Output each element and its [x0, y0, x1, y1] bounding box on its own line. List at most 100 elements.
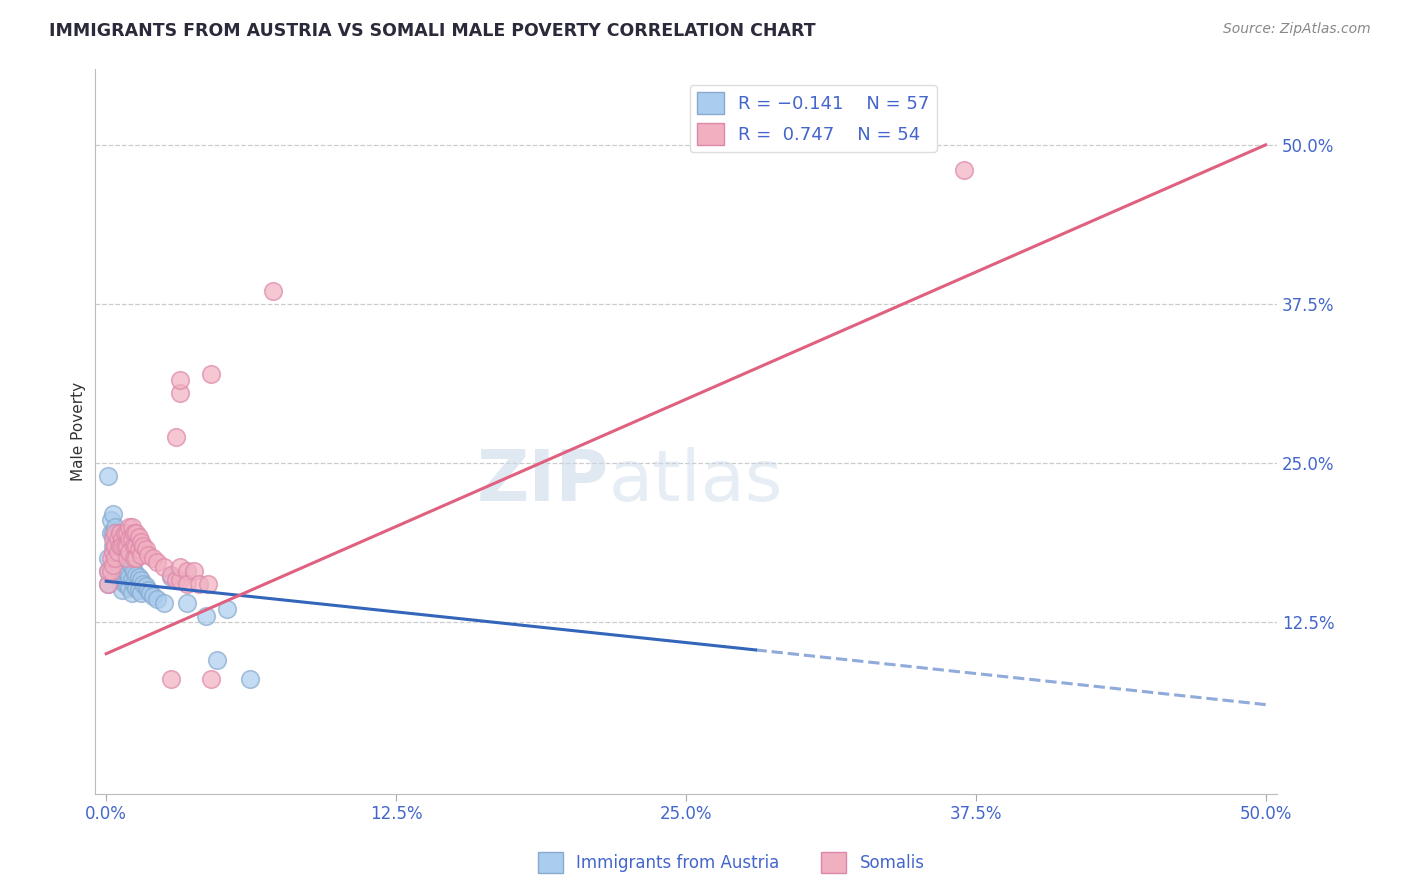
Point	[160, 567, 183, 582]
Legend: R = −0.141    N = 57, R =  0.747    N = 54: R = −0.141 N = 57, R = 0.747 N = 54	[690, 85, 936, 153]
Point	[169, 386, 191, 401]
Point	[215, 602, 238, 616]
Point	[111, 539, 134, 553]
Point	[125, 551, 148, 566]
Point	[125, 567, 148, 582]
Point	[139, 585, 162, 599]
Point	[104, 525, 127, 540]
Point	[108, 525, 131, 540]
Point	[169, 573, 191, 587]
Point	[187, 576, 209, 591]
Point	[108, 545, 131, 559]
Point	[114, 564, 136, 578]
Point	[115, 525, 138, 540]
Y-axis label: Male Poverty: Male Poverty	[72, 382, 86, 481]
Point	[122, 551, 145, 566]
Point	[104, 551, 127, 566]
Legend: Immigrants from Austria, Somalis: Immigrants from Austria, Somalis	[531, 846, 931, 880]
Point	[135, 542, 157, 557]
Point	[129, 534, 152, 549]
Point	[141, 590, 163, 604]
Point	[118, 581, 141, 595]
Point	[111, 583, 134, 598]
Point	[122, 525, 145, 540]
Point	[100, 513, 122, 527]
Point	[122, 576, 145, 591]
Point	[104, 519, 127, 533]
Point	[118, 519, 141, 533]
Point	[97, 576, 120, 591]
Point	[115, 551, 138, 566]
Point	[115, 539, 138, 553]
Point	[129, 573, 152, 587]
Point	[114, 576, 136, 591]
Point	[953, 163, 976, 178]
Point	[111, 570, 134, 584]
Point	[104, 539, 127, 553]
Point	[118, 555, 141, 569]
Point	[132, 576, 155, 591]
Point	[100, 564, 122, 578]
Point	[176, 576, 198, 591]
Point	[114, 548, 136, 562]
Point	[122, 539, 145, 553]
Point	[125, 581, 148, 595]
Text: Source: ZipAtlas.com: Source: ZipAtlas.com	[1223, 22, 1371, 37]
Point	[100, 525, 122, 540]
Point	[100, 551, 122, 566]
Point	[128, 583, 150, 598]
Point	[121, 533, 143, 547]
Point	[125, 539, 148, 553]
Point	[136, 548, 159, 562]
Point	[118, 545, 141, 559]
Point	[101, 533, 124, 547]
Point	[114, 539, 136, 553]
Point	[125, 525, 148, 540]
Point	[97, 564, 120, 578]
Point	[111, 558, 134, 572]
Point	[115, 576, 138, 591]
Point	[107, 539, 129, 553]
Point	[169, 560, 191, 574]
Point	[153, 560, 176, 574]
Text: ZIP: ZIP	[477, 448, 609, 516]
Point	[107, 551, 129, 566]
Point	[239, 672, 262, 686]
Point	[200, 367, 222, 381]
Point	[101, 507, 124, 521]
Point	[153, 596, 176, 610]
Point	[128, 542, 150, 557]
Point	[132, 539, 155, 553]
Point	[176, 596, 198, 610]
Point	[129, 548, 152, 562]
Point	[111, 539, 134, 553]
Point	[141, 551, 163, 566]
Point	[183, 564, 205, 578]
Point	[101, 525, 124, 540]
Point	[107, 525, 129, 540]
Point	[118, 570, 141, 584]
Point	[129, 585, 152, 599]
Point	[121, 519, 143, 533]
Point	[115, 551, 138, 566]
Point	[121, 573, 143, 587]
Point	[108, 573, 131, 587]
Point	[165, 573, 187, 587]
Point	[262, 284, 284, 298]
Point	[128, 570, 150, 584]
Point	[107, 545, 129, 559]
Point	[101, 545, 124, 559]
Point	[200, 672, 222, 686]
Point	[165, 430, 187, 444]
Text: IMMIGRANTS FROM AUSTRIA VS SOMALI MALE POVERTY CORRELATION CHART: IMMIGRANTS FROM AUSTRIA VS SOMALI MALE P…	[49, 22, 815, 40]
Point	[160, 672, 183, 686]
Point	[97, 468, 120, 483]
Point	[111, 533, 134, 547]
Point	[121, 560, 143, 574]
Point	[197, 576, 219, 591]
Point	[97, 564, 120, 578]
Point	[121, 585, 143, 599]
Point	[101, 539, 124, 553]
Point	[176, 564, 198, 578]
Point	[118, 533, 141, 547]
